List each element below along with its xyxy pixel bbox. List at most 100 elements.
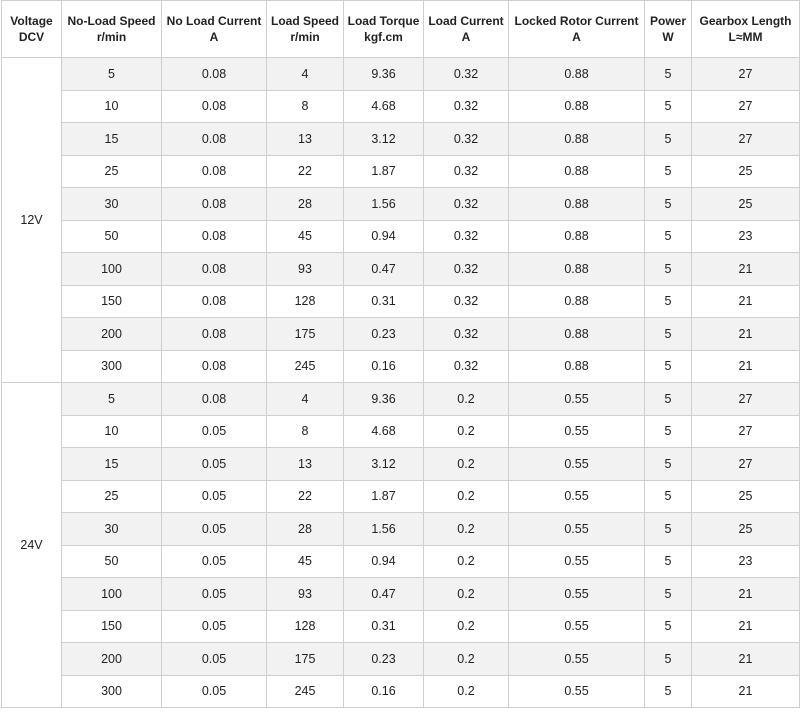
header-cell: Gearbox Length L≈MM xyxy=(691,0,800,58)
table-cell: 150 xyxy=(61,284,162,318)
header-line: Power xyxy=(649,14,686,28)
table-cell: 5 xyxy=(644,57,692,91)
table-cell: 245 xyxy=(266,674,344,708)
header-line: No-Load Speed xyxy=(67,14,156,28)
table-cell: 0.2 xyxy=(423,577,509,611)
table-cell: 0.08 xyxy=(161,89,267,123)
table-cell: 9.36 xyxy=(343,382,424,416)
table-row: 30 0.08 28 1.56 0.32 0.88 5 25 xyxy=(2,187,800,221)
table-row: 25 0.08 22 1.87 0.32 0.88 5 25 xyxy=(2,154,800,188)
table-cell: 5 xyxy=(644,642,692,676)
header-line: Load Speed xyxy=(270,14,339,28)
table-cell: 0.08 xyxy=(161,382,267,416)
table-cell: 25 xyxy=(691,154,800,188)
table-cell: 28 xyxy=(266,187,344,221)
table-row: 24V 5 0.08 4 9.36 0.2 0.55 5 27 xyxy=(1,382,800,708)
table-cell: 0.32 xyxy=(423,187,509,221)
table-row: 50 0.05 45 0.94 0.2 0.55 5 23 xyxy=(2,544,800,578)
table-cell: 27 xyxy=(691,89,800,123)
table-cell: 0.32 xyxy=(423,154,509,188)
table-cell: 245 xyxy=(266,349,344,383)
table-cell: 0.32 xyxy=(423,219,509,253)
table-row: 200 0.05 175 0.23 0.2 0.55 5 21 xyxy=(2,642,800,676)
table-cell: 0.2 xyxy=(423,447,509,481)
table-cell: 0.47 xyxy=(343,252,424,286)
table-cell: 10 xyxy=(61,414,162,448)
table-cell: 128 xyxy=(266,609,344,643)
table-cell: 0.32 xyxy=(423,89,509,123)
table-cell: 30 xyxy=(61,512,162,546)
table-cell: 0.05 xyxy=(161,447,267,481)
table-cell: 93 xyxy=(266,252,344,286)
table-cell: 0.88 xyxy=(508,89,645,123)
table-cell: 0.32 xyxy=(423,252,509,286)
table-cell: 150 xyxy=(61,609,162,643)
table-cell: 5 xyxy=(644,544,692,578)
table-cell: 5 xyxy=(644,317,692,351)
header-cell: No Load Current A xyxy=(161,0,267,58)
table-cell: 25 xyxy=(691,187,800,221)
table-cell: 5 xyxy=(644,284,692,318)
table-cell: 21 xyxy=(691,609,800,643)
table-cell: 300 xyxy=(61,349,162,383)
header-cell: Load Current A xyxy=(423,0,509,58)
table-cell: 5 xyxy=(644,674,692,708)
table-cell: 5 xyxy=(644,609,692,643)
table-cell: 0.32 xyxy=(423,122,509,156)
table-row: 150 0.08 128 0.31 0.32 0.88 5 21 xyxy=(2,284,800,318)
table-cell: 0.55 xyxy=(508,674,645,708)
table-cell: 27 xyxy=(691,122,800,156)
table-cell: 0.16 xyxy=(343,674,424,708)
table-cell: 0.23 xyxy=(343,642,424,676)
table-cell: 0.32 xyxy=(423,349,509,383)
table-cell: 23 xyxy=(691,219,800,253)
table-cell: 128 xyxy=(266,284,344,318)
table-cell: 0.2 xyxy=(423,382,509,416)
table-cell: 4.68 xyxy=(343,89,424,123)
table-cell: 0.08 xyxy=(161,317,267,351)
table-row: 100 0.08 93 0.47 0.32 0.88 5 21 xyxy=(2,252,800,286)
table-cell: 0.08 xyxy=(161,349,267,383)
table-cell: 21 xyxy=(691,674,800,708)
table-cell: 22 xyxy=(266,479,344,513)
table-cell: 22 xyxy=(266,154,344,188)
header-line: Voltage xyxy=(10,14,53,28)
header-line: A xyxy=(209,30,219,44)
table-cell: 21 xyxy=(691,349,800,383)
table-cell: 0.88 xyxy=(508,349,645,383)
table-cell: 0.05 xyxy=(161,479,267,513)
table-cell: 0.88 xyxy=(508,122,645,156)
table-cell: 0.08 xyxy=(161,252,267,286)
table-cell: 0.94 xyxy=(343,544,424,578)
table-cell: 0.88 xyxy=(508,154,645,188)
table-cell: 0.08 xyxy=(161,57,267,91)
table-cell: 0.2 xyxy=(423,414,509,448)
table-cell: 0.55 xyxy=(508,512,645,546)
table-cell: 0.55 xyxy=(508,479,645,513)
table-cell: 0.55 xyxy=(508,544,645,578)
voltage-cell: 24V xyxy=(1,382,62,708)
table-row: 200 0.08 175 0.23 0.32 0.88 5 21 xyxy=(2,317,800,351)
table-row: 300 0.05 245 0.16 0.2 0.55 5 21 xyxy=(2,674,800,708)
table-row: 300 0.08 245 0.16 0.32 0.88 5 21 xyxy=(2,349,800,383)
table-cell: 0.2 xyxy=(423,544,509,578)
table-cell: 30 xyxy=(61,187,162,221)
table-cell: 0.55 xyxy=(508,642,645,676)
header-line: No Load Current xyxy=(166,14,262,28)
table-cell: 21 xyxy=(691,642,800,676)
header-cell: Load Torque kgf.cm xyxy=(343,0,424,58)
table-cell: 0.88 xyxy=(508,57,645,91)
table-cell: 5 xyxy=(644,187,692,221)
table-cell: 0.55 xyxy=(508,609,645,643)
table-cell: 5 xyxy=(61,382,162,416)
table-row: 15 0.05 13 3.12 0.2 0.55 5 27 xyxy=(2,447,800,481)
table-cell: 0.31 xyxy=(343,284,424,318)
table-cell: 300 xyxy=(61,674,162,708)
table-cell: 5 xyxy=(644,479,692,513)
table-cell: 4.68 xyxy=(343,414,424,448)
table-cell: 5 xyxy=(644,577,692,611)
table-cell: 175 xyxy=(266,317,344,351)
table-row: 30 0.05 28 1.56 0.2 0.55 5 25 xyxy=(2,512,800,546)
